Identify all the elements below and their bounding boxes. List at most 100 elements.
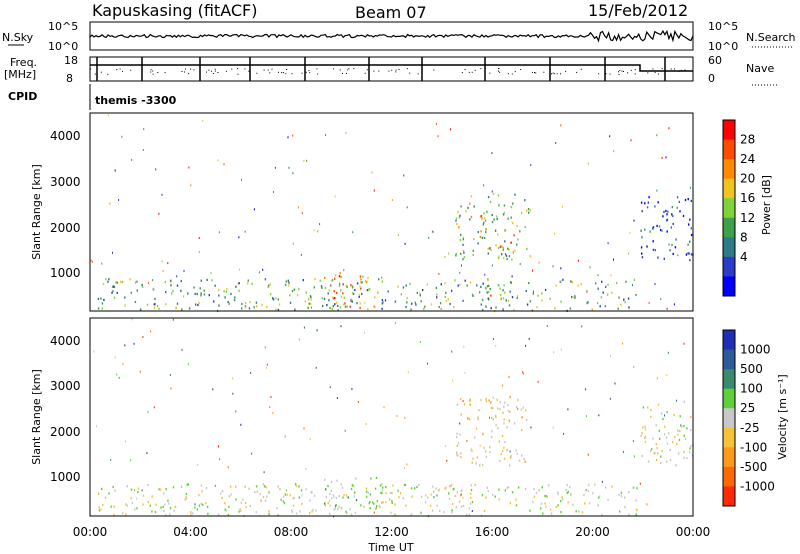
data-cell bbox=[137, 491, 139, 494]
data-cell bbox=[620, 495, 623, 498]
data-cell bbox=[241, 302, 243, 306]
data-cell bbox=[461, 489, 463, 492]
data-cell bbox=[504, 401, 506, 404]
data-cell bbox=[517, 398, 519, 401]
data-cell bbox=[648, 196, 650, 199]
data-cell bbox=[433, 496, 435, 499]
data-cell bbox=[541, 299, 543, 302]
data-cell bbox=[471, 501, 474, 504]
data-cell bbox=[463, 345, 465, 348]
data-cell bbox=[460, 455, 462, 459]
data-cell bbox=[292, 134, 294, 137]
data-cell bbox=[496, 218, 498, 221]
data-cell bbox=[501, 253, 503, 256]
data-cell bbox=[491, 190, 493, 193]
data-cell bbox=[111, 291, 113, 294]
data-cell bbox=[687, 243, 689, 246]
nave-dot bbox=[634, 73, 636, 75]
data-cell bbox=[343, 296, 345, 299]
data-cell bbox=[676, 206, 678, 209]
data-cell bbox=[364, 331, 365, 334]
data-cell bbox=[510, 205, 512, 209]
data-cell bbox=[332, 305, 334, 308]
data-cell bbox=[646, 206, 649, 209]
data-cell bbox=[170, 284, 172, 287]
data-cell bbox=[635, 513, 637, 516]
data-cell bbox=[463, 256, 466, 259]
data-cell bbox=[298, 206, 299, 209]
data-cell bbox=[455, 219, 457, 222]
data-cell bbox=[262, 268, 264, 271]
data-cell bbox=[687, 252, 689, 255]
data-cell bbox=[167, 262, 169, 265]
data-cell bbox=[354, 491, 356, 494]
data-cell bbox=[471, 449, 473, 452]
data-cell bbox=[458, 500, 461, 503]
data-cell bbox=[489, 451, 491, 454]
data-cell bbox=[324, 502, 326, 505]
data-cell bbox=[476, 456, 479, 459]
data-cell bbox=[404, 416, 406, 419]
data-cell bbox=[150, 330, 152, 333]
data-cell bbox=[262, 483, 265, 486]
data-cell bbox=[303, 427, 305, 430]
nave-dot bbox=[627, 72, 629, 74]
data-cell bbox=[121, 280, 124, 284]
data-cell bbox=[460, 413, 462, 416]
data-cell bbox=[383, 406, 385, 409]
nave-dot bbox=[634, 69, 636, 71]
data-cell bbox=[380, 491, 382, 495]
data-cell bbox=[635, 293, 637, 297]
data-cell bbox=[381, 492, 383, 495]
data-cell bbox=[503, 422, 505, 425]
data-cell bbox=[287, 136, 289, 139]
data-cell bbox=[658, 429, 660, 432]
data-cell bbox=[108, 278, 110, 281]
data-cell bbox=[620, 491, 623, 494]
data-cell bbox=[206, 505, 209, 508]
data-cell bbox=[690, 415, 692, 418]
data-cell bbox=[486, 211, 488, 214]
data-cell bbox=[607, 498, 609, 501]
data-cell bbox=[690, 445, 692, 448]
data-cell bbox=[305, 488, 307, 491]
data-cell bbox=[511, 275, 513, 278]
data-cell bbox=[365, 423, 367, 425]
data-cell bbox=[649, 230, 651, 233]
data-cell bbox=[501, 434, 504, 437]
data-cell bbox=[530, 164, 532, 167]
data-cell bbox=[481, 217, 483, 220]
data-cell bbox=[488, 399, 490, 402]
data-cell bbox=[270, 396, 272, 399]
data-cell bbox=[284, 435, 286, 438]
data-cell bbox=[495, 414, 497, 417]
data-cell bbox=[391, 491, 393, 495]
data-cell bbox=[525, 289, 527, 293]
data-cell bbox=[374, 487, 377, 490]
data-cell bbox=[487, 252, 489, 255]
nave-dot bbox=[618, 74, 620, 75]
data-cell bbox=[526, 247, 528, 250]
data-cell bbox=[198, 504, 201, 507]
data-cell bbox=[342, 283, 344, 286]
nave-dot bbox=[263, 69, 265, 71]
data-cell bbox=[499, 287, 501, 290]
data-cell bbox=[346, 512, 348, 515]
data-cell bbox=[475, 462, 477, 465]
data-cell bbox=[529, 509, 531, 512]
data-cell bbox=[545, 505, 547, 508]
data-cell bbox=[523, 458, 525, 461]
data-cell bbox=[420, 495, 423, 498]
data-cell bbox=[368, 288, 371, 291]
data-cell bbox=[218, 445, 219, 448]
data-cell bbox=[452, 379, 454, 382]
nave-dot bbox=[214, 70, 216, 72]
data-cell bbox=[516, 406, 518, 409]
data-cell bbox=[580, 283, 582, 286]
data-cell bbox=[485, 400, 487, 403]
data-cell bbox=[185, 496, 187, 499]
data-cell bbox=[577, 259, 579, 262]
data-cell bbox=[503, 256, 505, 260]
data-cell bbox=[142, 503, 144, 506]
data-cell bbox=[480, 285, 482, 288]
